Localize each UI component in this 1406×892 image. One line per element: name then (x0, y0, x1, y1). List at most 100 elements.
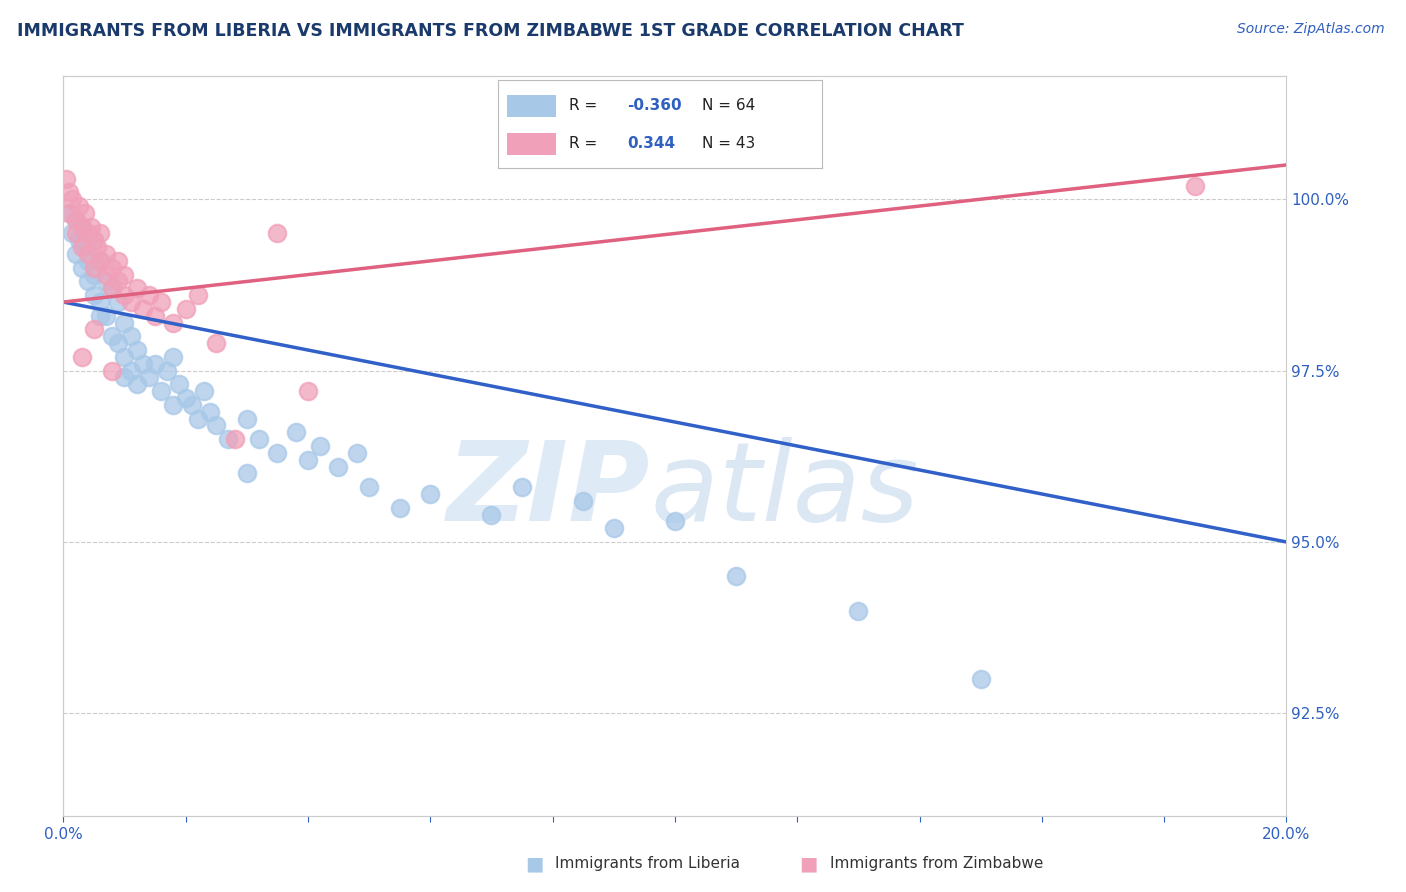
Point (120, 329, 142, 343)
Point (132, 301, 155, 316)
Point (132, 357, 155, 371)
Point (89, 309, 111, 323)
Point (481, 508, 503, 522)
Point (174, 391, 197, 405)
Point (162, 316, 184, 330)
Point (76, 253, 98, 268)
Point (94, 309, 117, 323)
Point (162, 350, 184, 364)
Point (76, 247, 98, 261)
Point (70, 350, 93, 364)
Point (143, 309, 166, 323)
Point (970, 672, 993, 686)
Point (76, 227, 98, 241)
Point (162, 398, 184, 412)
Point (70, 240, 93, 254)
Point (357, 480, 380, 494)
Point (266, 446, 288, 460)
Point (65, 247, 87, 261)
Point (114, 350, 135, 364)
Point (80, 219, 103, 234)
Point (217, 432, 239, 446)
Point (114, 268, 135, 282)
Point (70, 219, 93, 234)
Point (67, 199, 90, 213)
Point (114, 288, 135, 302)
Point (65, 212, 87, 227)
Point (70, 260, 93, 275)
Point (169, 377, 191, 392)
Point (58, 206, 80, 220)
Point (89, 227, 111, 241)
Text: atlas: atlas (651, 437, 920, 544)
Point (1184, 178, 1206, 193)
Point (62, 227, 84, 241)
Point (83, 260, 105, 275)
Point (603, 521, 626, 535)
Point (510, 480, 533, 494)
Point (101, 281, 124, 295)
Point (62, 192, 84, 206)
Point (180, 398, 202, 412)
Point (138, 288, 160, 302)
Point (297, 452, 319, 467)
Point (114, 316, 135, 330)
Point (65, 227, 87, 241)
Point (94, 268, 117, 282)
Point (94, 275, 117, 289)
Point (125, 343, 148, 357)
Point (70, 219, 93, 234)
Text: Immigrants from Liberia: Immigrants from Liberia (555, 856, 741, 871)
Point (266, 227, 288, 241)
Point (247, 432, 270, 446)
Point (664, 515, 686, 529)
Point (224, 432, 246, 446)
Point (73, 240, 96, 254)
Point (101, 329, 124, 343)
Point (55, 171, 77, 186)
Point (120, 295, 142, 310)
Point (107, 295, 129, 310)
Point (86, 240, 108, 254)
Point (76, 275, 98, 289)
Point (89, 295, 111, 310)
Point (205, 336, 228, 351)
Point (419, 487, 441, 501)
Point (89, 253, 111, 268)
Text: ZIP: ZIP (447, 437, 651, 544)
Point (143, 357, 166, 371)
Point (58, 206, 80, 220)
Point (388, 500, 411, 515)
Point (107, 336, 129, 351)
Point (235, 411, 259, 425)
Point (83, 233, 105, 247)
Point (150, 295, 173, 310)
Point (309, 439, 332, 453)
Point (120, 363, 142, 377)
Point (205, 418, 228, 433)
Point (83, 233, 105, 247)
Point (83, 322, 105, 336)
Text: IMMIGRANTS FROM LIBERIA VS IMMIGRANTS FROM ZIMBABWE 1ST GRADE CORRELATION CHART: IMMIGRANTS FROM LIBERIA VS IMMIGRANTS FR… (17, 22, 963, 40)
Point (107, 275, 129, 289)
Point (101, 363, 124, 377)
Point (83, 268, 105, 282)
Point (187, 288, 209, 302)
Point (572, 493, 595, 508)
Text: ■: ■ (799, 854, 818, 873)
Point (328, 459, 350, 474)
Text: ■: ■ (524, 854, 544, 873)
Point (174, 301, 197, 316)
Point (101, 281, 124, 295)
Point (297, 384, 319, 399)
Point (114, 370, 135, 384)
Point (107, 253, 129, 268)
Point (101, 260, 124, 275)
Point (150, 384, 173, 399)
Text: Source: ZipAtlas.com: Source: ZipAtlas.com (1237, 22, 1385, 37)
Point (193, 384, 215, 399)
Point (235, 467, 259, 481)
Point (94, 247, 117, 261)
Point (65, 212, 87, 227)
Point (846, 603, 869, 617)
